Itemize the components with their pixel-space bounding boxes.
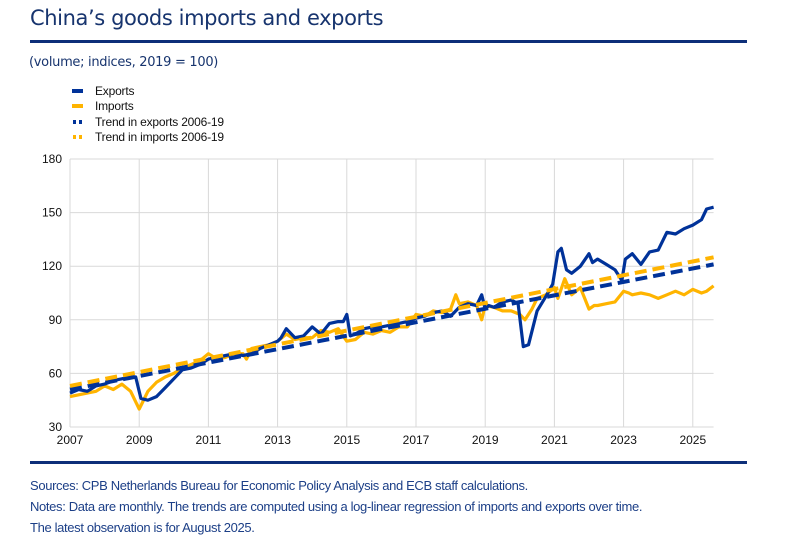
x-tick-label: 2009 bbox=[126, 433, 153, 447]
x-axis: 2007 2009 2011 2013 2015 2017 2019 2021 2023 2025 bbox=[57, 433, 707, 447]
series-line-exports bbox=[69, 205, 714, 402]
y-axis: 30 60 90 120 150 180 bbox=[42, 152, 62, 434]
y-tick-label: 90 bbox=[49, 313, 63, 327]
x-tick-label: 2011 bbox=[195, 433, 221, 447]
exports-swatch-icon bbox=[72, 88, 83, 93]
sources-text: Sources: CPB Netherlands Bureau for Econ… bbox=[30, 478, 528, 493]
latest-observation-text: The latest observation is for August 202… bbox=[30, 520, 255, 535]
chart-title: China’s goods imports and exports bbox=[30, 6, 384, 30]
y-tick-label: 60 bbox=[49, 366, 63, 380]
legend-label: Trend in imports 2006-19 bbox=[95, 130, 224, 145]
series-line-imports bbox=[69, 277, 715, 411]
chart-notes: Sources: CPB Netherlands Bureau for Econ… bbox=[30, 475, 642, 538]
x-tick-label: 2023 bbox=[610, 433, 637, 447]
legend-label: Exports bbox=[95, 83, 135, 98]
series-group bbox=[69, 205, 715, 411]
y-tick-label: 30 bbox=[49, 420, 63, 434]
legend-item-exports: Exports bbox=[72, 83, 224, 99]
exports-trend-swatch-icon bbox=[73, 119, 82, 124]
imports-swatch-icon bbox=[72, 104, 83, 109]
title-divider bbox=[30, 40, 747, 43]
y-tick-label: 120 bbox=[42, 259, 62, 273]
legend-item-imports-trend: Trend in imports 2006-19 bbox=[72, 130, 224, 146]
x-tick-label: 2013 bbox=[264, 433, 291, 447]
y-tick-label: 150 bbox=[42, 206, 62, 220]
x-tick-label: 2019 bbox=[472, 433, 499, 447]
legend-label: Trend in exports 2006-19 bbox=[95, 114, 224, 129]
legend: Exports Imports Trend in exports 2006-19… bbox=[72, 83, 224, 145]
notes-text: Notes: Data are monthly. The trends are … bbox=[30, 499, 643, 514]
legend-label: Imports bbox=[95, 99, 134, 114]
chart-subtitle: (volume; indices, 2019 = 100) bbox=[29, 55, 219, 70]
x-tick-label: 2021 bbox=[541, 433, 568, 447]
imports-trend-swatch-icon bbox=[73, 135, 82, 140]
x-tick-label: 2017 bbox=[403, 433, 430, 447]
legend-item-exports-trend: Trend in exports 2006-19 bbox=[72, 114, 224, 130]
footer-divider bbox=[30, 461, 747, 464]
series-line-trend-in-imports-2006-19 bbox=[69, 255, 714, 388]
x-tick-label: 2015 bbox=[333, 433, 360, 447]
y-tick-label: 180 bbox=[42, 152, 62, 166]
legend-item-imports: Imports bbox=[72, 99, 224, 115]
x-tick-label: 2007 bbox=[57, 433, 84, 447]
x-tick-label: 2025 bbox=[679, 433, 706, 447]
series-line-trend-in-exports-2006-19 bbox=[69, 262, 714, 392]
